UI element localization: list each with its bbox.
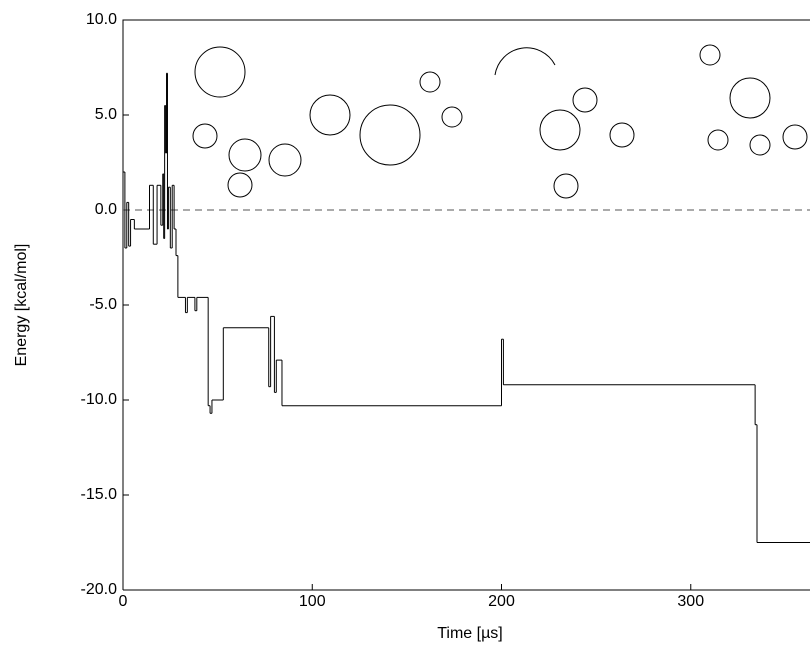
y-tick-label: 5.0 [95,106,117,123]
x-tick-label: 100 [299,593,326,610]
x-axis-label: Time [µs] [437,625,503,642]
y-tick-label: -15.0 [81,486,118,503]
y-tick-label: 10.0 [86,11,117,28]
y-tick-label: -5.0 [89,296,117,313]
x-tick-label: 200 [488,593,515,610]
y-tick-label: -10.0 [81,391,118,408]
y-tick-label: 0.0 [95,201,117,218]
y-tick-label: -20.0 [81,581,118,598]
x-tick-label: 0 [119,593,128,610]
y-axis-label: Energy [kcal/mol] [13,244,30,367]
rna-structures [192,44,808,199]
plot-frame [122,19,810,590]
x-tick-label: 300 [677,593,704,610]
